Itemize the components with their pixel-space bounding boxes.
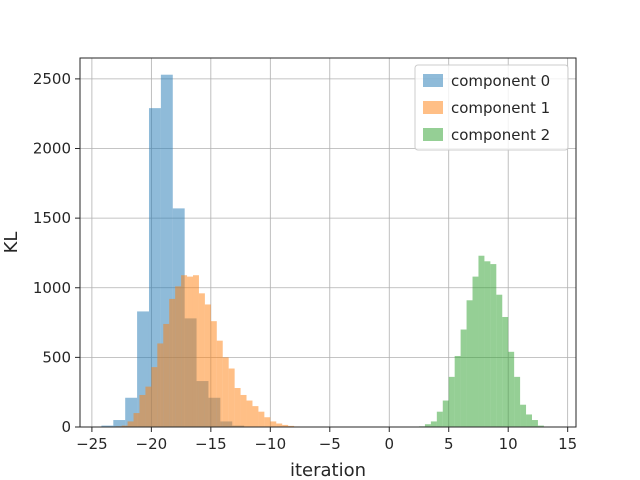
histogram-bar [240, 394, 247, 427]
histogram-bar [187, 276, 193, 427]
histogram-bar [264, 417, 271, 427]
x-tick-label: 5 [444, 435, 454, 453]
histogram-bar [151, 367, 158, 427]
histogram-bar [198, 293, 205, 427]
x-tick-label: −5 [319, 435, 341, 453]
histogram-bar [145, 386, 152, 427]
y-tick-label: 2000 [33, 140, 71, 158]
y-tick-label: 1500 [33, 209, 71, 227]
histogram-bar [163, 323, 170, 427]
histogram-bar [531, 420, 538, 427]
histogram-bar [148, 108, 161, 428]
x-tick-label: −10 [254, 435, 286, 453]
histogram-bar [127, 421, 134, 427]
legend-swatch [423, 128, 443, 141]
y-axis-label: KL [1, 232, 22, 254]
histogram-bar [478, 255, 485, 427]
x-tick-label: 0 [384, 435, 394, 453]
x-tick-label: −15 [195, 435, 227, 453]
legend-label: component 2 [451, 126, 550, 144]
y-tick-label: 1000 [33, 279, 71, 297]
histogram-bar [252, 406, 259, 427]
histogram-bar [160, 74, 173, 427]
histogram-bar [526, 414, 532, 427]
histogram-bar [424, 424, 431, 427]
histogram-bar [216, 340, 223, 427]
histogram-bar [472, 276, 479, 427]
histogram-bar [430, 421, 437, 427]
histogram-bar [157, 343, 164, 427]
legend-swatch [423, 74, 443, 87]
histogram-bar [288, 425, 295, 427]
legend-label: component 1 [451, 99, 550, 117]
x-axis-label: iteration [290, 460, 366, 480]
histogram-bar [490, 264, 497, 427]
histogram-bar [101, 425, 114, 427]
histogram-bar [276, 423, 283, 427]
histogram-bar [113, 420, 126, 427]
histogram-bar [234, 388, 241, 427]
y-tick-label: 0 [61, 418, 71, 436]
histogram-bar [537, 425, 544, 427]
histogram-bar [514, 376, 521, 427]
series-bars-component-1 [115, 275, 301, 427]
plot-area-frame [79, 57, 577, 428]
histogram-bars [101, 74, 544, 428]
histogram-bar [133, 413, 140, 427]
series-bars-component-2 [418, 255, 544, 427]
histogram-bar [175, 286, 182, 427]
histogram-bar [436, 411, 443, 427]
histogram-bar [125, 397, 138, 427]
histogram-bar [442, 400, 449, 427]
histogram-bar [181, 275, 188, 427]
histogram-bar [466, 300, 473, 427]
histogram-bar [460, 329, 467, 427]
legend-label: component 0 [451, 72, 550, 90]
y-tick-label: 2500 [33, 70, 71, 88]
x-tick-label: −20 [136, 435, 168, 453]
histogram-bar [484, 261, 491, 427]
histogram-bar [204, 304, 211, 427]
axis-ticks: −25 −20 −15 −10 −5 0 5 10 15 0 500 1000 1500 2000 2500 [33, 70, 577, 453]
y-tick-label: 500 [42, 348, 71, 366]
histogram-bar [169, 298, 176, 427]
histogram-bar [270, 421, 277, 427]
histogram-bar [192, 275, 199, 427]
histogram-bar [228, 368, 235, 427]
histogram-bar [454, 355, 461, 427]
legend-box [414, 64, 569, 151]
legend: component 0 component 1 component 2 [414, 64, 569, 151]
x-tick-label: −25 [76, 435, 108, 453]
legend-swatch [423, 101, 443, 114]
histogram-bar [282, 424, 289, 427]
x-tick-label: 10 [499, 435, 518, 453]
histogram-bar [210, 321, 217, 427]
histogram-bar [246, 400, 253, 427]
histogram-bar [258, 411, 265, 427]
x-tick-label: 15 [558, 435, 577, 453]
histogram-bar [496, 294, 503, 427]
histogram-bar [137, 311, 149, 427]
histogram-bar [121, 425, 128, 427]
histogram-bar [508, 351, 515, 427]
histogram-bar [222, 357, 229, 427]
histogram-bar [448, 376, 455, 427]
histogram-bar [139, 394, 146, 427]
histogram-bar [502, 316, 509, 427]
histogram-bar [520, 404, 527, 427]
